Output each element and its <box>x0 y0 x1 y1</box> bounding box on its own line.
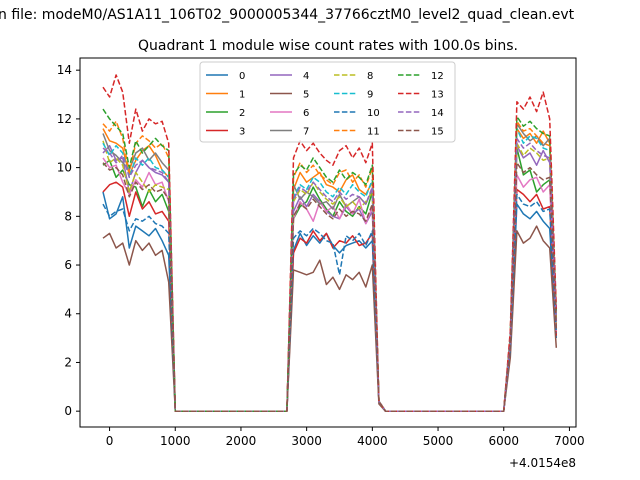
legend-label: 2 <box>239 108 245 119</box>
x-tick-label: 7000 <box>554 434 585 448</box>
plot-lines <box>102 74 558 412</box>
x-tick-label: 5000 <box>423 434 454 448</box>
chart-title: Quadrant 1 module wise count rates with … <box>138 38 518 54</box>
legend-label: 3 <box>239 127 245 138</box>
y-axis: 0 2 4 6 8 10 12 14 <box>57 63 80 418</box>
x-tick-label: 1000 <box>160 434 191 448</box>
y-tick-label: 10 <box>57 161 72 175</box>
legend-label: 12 <box>431 71 444 82</box>
legend-label: 4 <box>303 71 309 82</box>
legend-label: 8 <box>367 71 373 82</box>
legend-label: 15 <box>431 127 444 138</box>
figure-suptitle: n file: modeM0/AS1A11_106T02_9000005344_… <box>0 7 575 23</box>
legend-label: 1 <box>239 90 245 101</box>
x-tick-label: 3000 <box>291 434 322 448</box>
x-tick-label: 2000 <box>226 434 257 448</box>
series-line-15 <box>102 161 558 412</box>
legend-label: 14 <box>431 108 444 119</box>
legend-label: 5 <box>303 90 309 101</box>
legend-label: 13 <box>431 90 444 101</box>
y-tick-label: 12 <box>57 112 72 126</box>
x-axis-offset-label: +4.0154e8 <box>509 456 576 470</box>
x-tick-label: 4000 <box>357 434 388 448</box>
y-tick-label: 6 <box>64 258 72 272</box>
legend-label: 6 <box>303 108 309 119</box>
y-tick-label: 2 <box>64 355 72 369</box>
legend-label: 0 <box>239 71 245 82</box>
x-axis: 0 1000 2000 3000 4000 5000 6000 7000 <box>106 427 585 448</box>
x-tick-label: 0 <box>106 434 114 448</box>
axes-frame <box>79 57 577 428</box>
x-tick-label: 6000 <box>488 434 519 448</box>
legend-label: 7 <box>303 127 309 138</box>
y-tick-label: 0 <box>64 404 72 418</box>
legend-label: 9 <box>367 90 373 101</box>
legend-label: 11 <box>367 127 380 138</box>
y-tick-label: 14 <box>57 63 72 77</box>
y-tick-label: 4 <box>64 307 72 321</box>
y-tick-label: 8 <box>64 209 72 223</box>
legend-box <box>199 61 456 143</box>
legend-label: 10 <box>367 108 380 119</box>
